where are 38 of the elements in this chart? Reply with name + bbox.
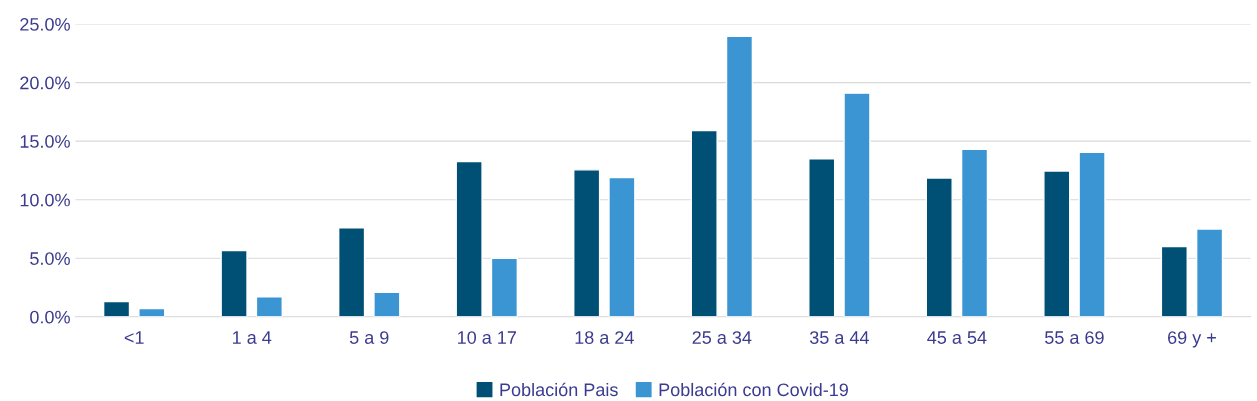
x-tick-label: <1 xyxy=(124,331,144,344)
bar xyxy=(1043,170,1071,317)
bar xyxy=(960,148,989,317)
bar xyxy=(1195,228,1224,317)
bar xyxy=(725,35,754,317)
x-tick-label: 35 a 44 xyxy=(809,331,869,344)
bar xyxy=(220,249,248,317)
legend-label: Población Pais xyxy=(500,382,618,397)
x-tick-label: 45 a 54 xyxy=(927,331,987,344)
bar xyxy=(490,257,519,317)
x-tick-label: 69 y + xyxy=(1168,331,1216,348)
x-tick-label: 25 a 34 xyxy=(692,331,752,344)
bar xyxy=(455,160,483,317)
bar xyxy=(843,92,871,317)
y-tick-label: 0.0% xyxy=(30,310,70,324)
x-tick-label: 10 a 17 xyxy=(458,331,516,344)
bar xyxy=(1160,245,1188,317)
y-tick-label: 5.0% xyxy=(30,252,70,265)
legend-label: Población con Covid-19 xyxy=(659,382,848,397)
bar xyxy=(808,158,836,317)
bar xyxy=(690,129,718,317)
bar xyxy=(573,169,601,317)
bar xyxy=(138,307,166,317)
x-tick-label: 18 a 24 xyxy=(575,331,634,344)
y-tick-label: 25.0% xyxy=(20,17,70,31)
bar xyxy=(925,177,953,317)
x-tick-label: 5 a 9 xyxy=(349,331,389,344)
bar xyxy=(608,176,636,317)
bar xyxy=(373,291,401,317)
y-tick-label: 15.0% xyxy=(20,135,70,148)
bar xyxy=(102,300,131,317)
y-tick-label: 20.0% xyxy=(20,76,70,90)
y-tick-label: 10.0% xyxy=(20,193,70,207)
bar xyxy=(1078,151,1106,317)
bar xyxy=(255,296,283,317)
bar xyxy=(337,227,366,317)
x-tick-label: 1 a 4 xyxy=(233,331,272,344)
x-tick-label: 55 a 69 xyxy=(1045,331,1104,344)
